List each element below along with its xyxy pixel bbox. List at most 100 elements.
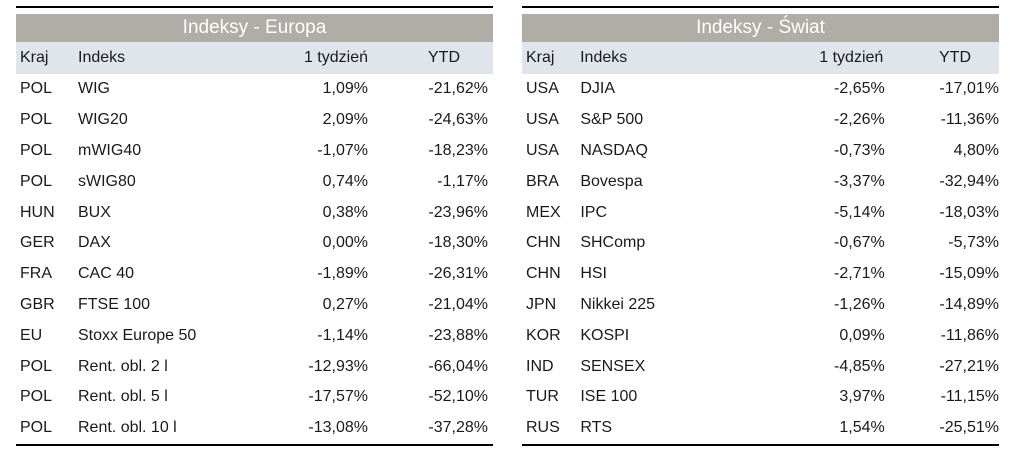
- header-indeks: Indeks: [78, 49, 126, 66]
- cell-ytd: -14,89%: [939, 295, 999, 313]
- cell-1-tydzien: 0,27%: [322, 295, 368, 313]
- table-body: USA DJIA -2,65% -17,01% USA S&P 500 -2,26% -11,…: [522, 74, 999, 444]
- table-row: POL Rent. obl. 10 l -13,08% -37,28%: [16, 413, 493, 444]
- cell-indeks: Nikkei 225: [580, 295, 656, 313]
- cell-ytd: -52,10%: [428, 388, 488, 406]
- cell-1-tydzien: -2,65%: [834, 80, 885, 98]
- cell-kraj: HUN: [20, 203, 55, 221]
- table-row: USA DJIA -2,65% -17,01%: [522, 74, 999, 105]
- cell-kraj: USA: [526, 80, 559, 98]
- table-row: POL Rent. obl. 5 l -17,57% -52,10%: [16, 382, 493, 413]
- cell-indeks: DAX: [78, 234, 111, 252]
- cell-ytd: -27,21%: [939, 357, 999, 375]
- cell-1-tydzien: -1,07%: [317, 141, 368, 159]
- table-row: POL WIG20 2,09% -24,63%: [16, 105, 493, 136]
- cell-indeks: KOSPI: [580, 326, 630, 344]
- cell-indeks: Bovespa: [580, 172, 643, 190]
- cell-ytd: -15,09%: [939, 265, 999, 283]
- table-row: POL WIG 1,09% -21,62%: [16, 74, 493, 105]
- header-row: Kraj Indeks 1 tydzień YTD: [522, 42, 999, 74]
- table-row: KOR KOSPI 0,09% -11,86%: [522, 320, 999, 351]
- cell-ytd: -25,51%: [939, 419, 999, 437]
- table-row: BRA Bovespa -3,37% -32,94%: [522, 166, 999, 197]
- table-row: TUR ISE 100 3,97% -11,15%: [522, 382, 999, 413]
- table-row: CHN SHComp -0,67% -5,73%: [522, 228, 999, 259]
- cell-indeks: SHComp: [580, 234, 646, 252]
- cell-ytd: 4,80%: [953, 141, 999, 159]
- cell-indeks: Rent. obl. 10 l: [78, 419, 177, 437]
- bottom-rule: [16, 443, 493, 446]
- cell-indeks: Rent. obl. 2 l: [78, 357, 168, 375]
- table-row: GBR FTSE 100 0,27% -21,04%: [16, 290, 493, 321]
- table-row: GER DAX 0,00% -18,30%: [16, 228, 493, 259]
- cell-kraj: POL: [20, 357, 53, 375]
- cell-indeks: S&P 500: [580, 111, 644, 129]
- cell-ytd: -21,04%: [428, 295, 488, 313]
- cell-1-tydzien: 0,74%: [322, 172, 368, 190]
- cell-kraj: CHN: [526, 234, 561, 252]
- cell-ytd: -21,62%: [428, 80, 488, 98]
- cell-1-tydzien: 0,38%: [322, 203, 368, 221]
- table-row: MEX IPC -5,14% -18,03%: [522, 197, 999, 228]
- cell-1-tydzien: -3,37%: [834, 172, 885, 190]
- cell-indeks: Rent. obl. 5 l: [78, 388, 168, 406]
- cell-kraj: JPN: [526, 295, 557, 313]
- cell-1-tydzien: 1,54%: [839, 419, 885, 437]
- cell-indeks: WIG20: [78, 111, 128, 129]
- cell-indeks: BUX: [78, 203, 111, 221]
- header-kraj: Kraj: [20, 49, 49, 66]
- cell-ytd: -17,01%: [939, 80, 999, 98]
- table-row: JPN Nikkei 225 -1,26% -14,89%: [522, 290, 999, 321]
- cell-1-tydzien: -0,67%: [834, 234, 885, 252]
- cell-ytd: -23,96%: [428, 203, 488, 221]
- cell-1-tydzien: -2,26%: [834, 111, 885, 129]
- cell-kraj: MEX: [526, 203, 561, 221]
- cell-kraj: BRA: [526, 172, 559, 190]
- header-1-tydzien: 1 tydzień: [819, 49, 884, 66]
- table-row: RUS RTS 1,54% -25,51%: [522, 413, 999, 444]
- cell-ytd: -26,31%: [428, 265, 488, 283]
- cell-1-tydzien: -0,73%: [834, 141, 885, 159]
- cell-indeks: IPC: [580, 203, 607, 221]
- header-1-tydzien: 1 tydzień: [303, 49, 368, 66]
- header-row: Kraj Indeks 1 tydzień YTD: [16, 42, 493, 74]
- table-row: HUN BUX 0,38% -23,96%: [16, 197, 493, 228]
- table-title: Indeksy - Świat: [522, 14, 999, 42]
- header-kraj: Kraj: [526, 49, 555, 66]
- cell-ytd: -37,28%: [428, 419, 488, 437]
- cell-kraj: CHN: [526, 265, 561, 283]
- header-ytd: YTD: [428, 49, 460, 66]
- table-row: USA S&P 500 -2,26% -11,36%: [522, 105, 999, 136]
- cell-ytd: -66,04%: [428, 357, 488, 375]
- bottom-rule: [522, 443, 999, 446]
- table-row: POL mWIG40 -1,07% -18,23%: [16, 136, 493, 167]
- cell-kraj: POL: [20, 111, 53, 129]
- world-table: Indeksy - Świat Kraj Indeks 1 tydzień YT…: [522, 6, 999, 446]
- cell-kraj: FRA: [20, 265, 52, 283]
- cell-1-tydzien: -4,85%: [834, 357, 885, 375]
- cell-1-tydzien: -1,89%: [317, 265, 368, 283]
- cell-1-tydzien: -1,26%: [834, 295, 885, 313]
- cell-indeks: mWIG40: [78, 141, 142, 159]
- cell-ytd: -11,36%: [940, 111, 999, 129]
- header-indeks: Indeks: [580, 49, 628, 66]
- cell-kraj: TUR: [526, 388, 559, 406]
- cell-ytd: -18,23%: [428, 141, 488, 159]
- cell-ytd: -24,63%: [428, 111, 488, 129]
- cell-indeks: Stoxx Europe 50: [78, 326, 197, 344]
- table-row: EU Stoxx Europe 50 -1,14% -23,88%: [16, 320, 493, 351]
- cell-kraj: POL: [20, 388, 53, 406]
- europe-table: Indeksy - Europa Kraj Indeks 1 tydzień Y…: [16, 6, 493, 446]
- top-rule: [522, 6, 999, 8]
- table-row: CHN HSI -2,71% -15,09%: [522, 259, 999, 290]
- cell-ytd: -11,15%: [940, 388, 999, 406]
- cell-indeks: SENSEX: [580, 357, 646, 375]
- cell-kraj: GER: [20, 234, 55, 252]
- cell-1-tydzien: 3,97%: [839, 388, 885, 406]
- header-ytd: YTD: [939, 49, 971, 66]
- cell-1-tydzien: -1,14%: [317, 326, 368, 344]
- cell-indeks: ISE 100: [580, 388, 638, 406]
- cell-kraj: EU: [20, 326, 43, 344]
- cell-ytd: -23,88%: [428, 326, 488, 344]
- cell-kraj: GBR: [20, 295, 55, 313]
